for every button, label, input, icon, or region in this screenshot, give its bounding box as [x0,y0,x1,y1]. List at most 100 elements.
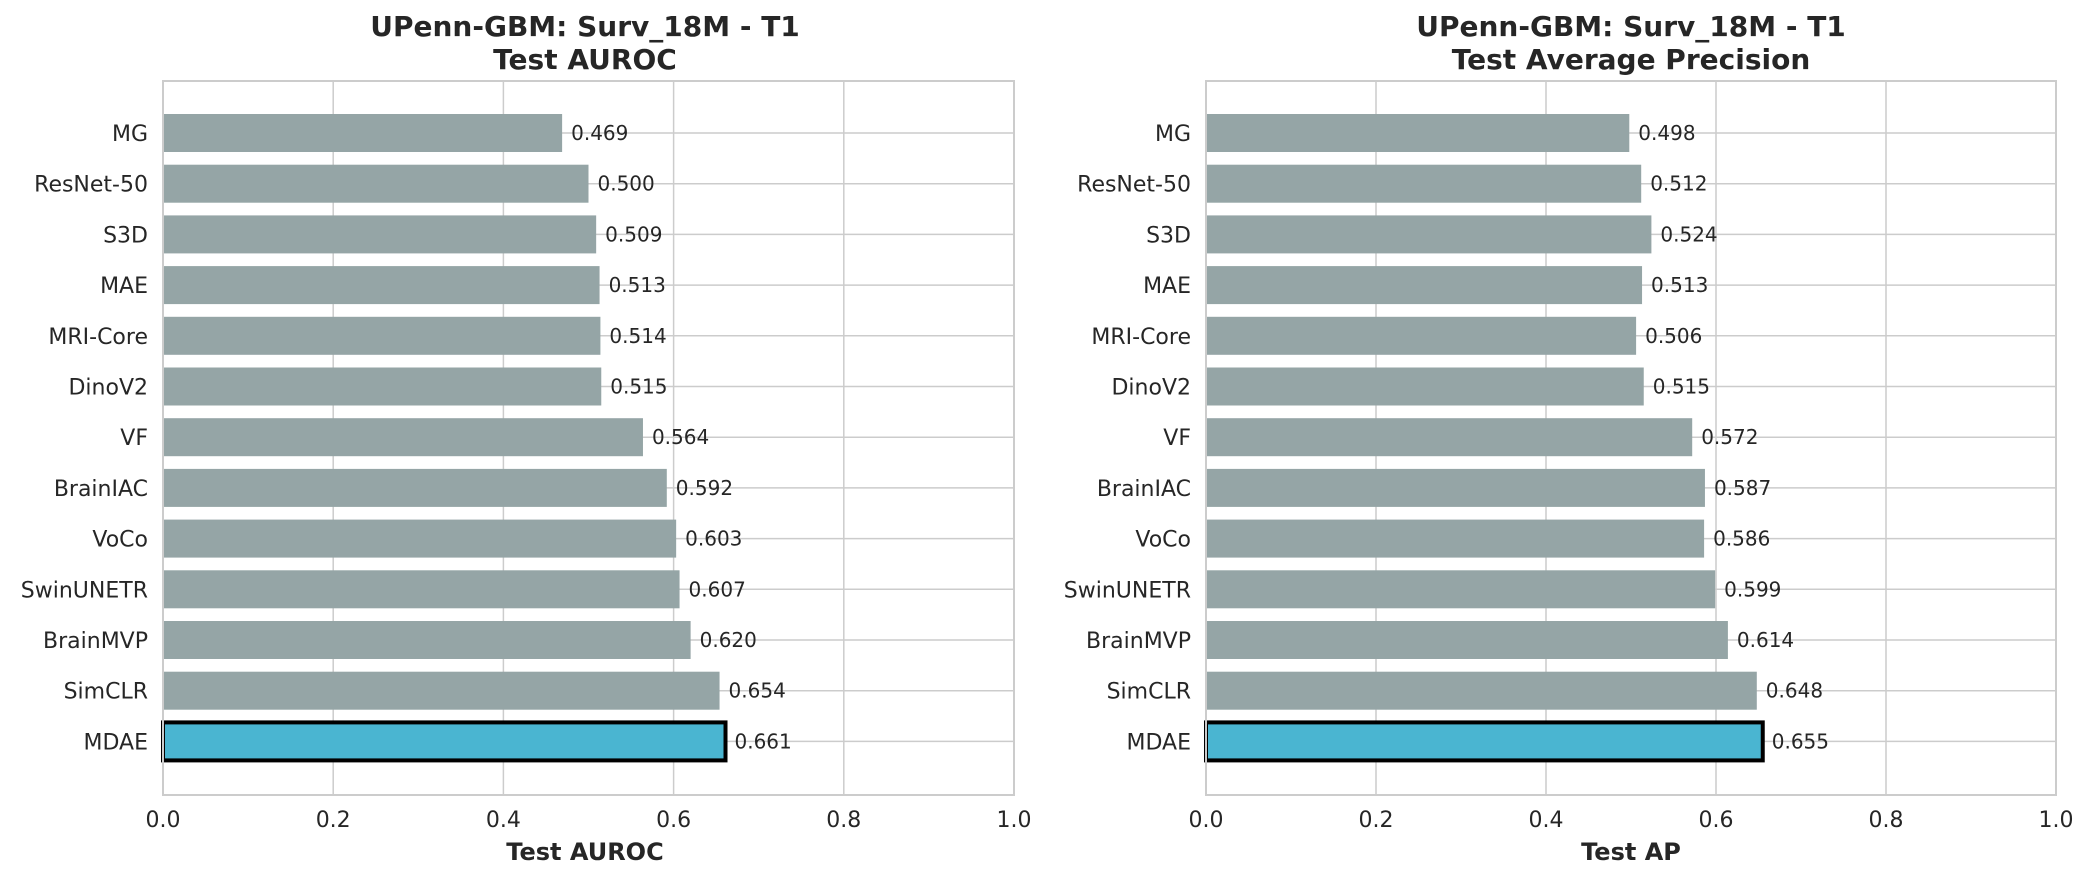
ap-category-label-7: BrainIAC [1097,477,1191,502]
auroc-value-label-12: 0.661 [735,729,792,753]
ap-category-label-3: MAE [1143,274,1191,299]
ap-value-label-2: 0.524 [1660,222,1717,246]
auroc-value-label-0: 0.469 [571,121,628,145]
ap-category-label-12: MDAE [1127,730,1192,755]
auroc-category-label-0: MG [112,122,148,147]
ap-bar-brainiac [1206,468,1705,507]
auroc-value-label-4: 0.514 [609,324,666,348]
ap-x-tick-1: 0.2 [1359,808,1394,833]
auroc-value-label-5: 0.515 [610,375,667,399]
ap-value-label-0: 0.498 [1638,121,1695,145]
ap-plot-frame [1205,80,2057,796]
ap-bar-swinunetr [1206,570,1716,609]
auroc-x-axis-title: Test AUROC [506,838,663,866]
ap-bar-dinov2 [1206,367,1644,406]
ap-value-label-8: 0.586 [1713,527,1770,551]
auroc-bar-vf [163,418,643,457]
auroc-value-label-8: 0.603 [685,527,742,551]
ap-chart-svg: UPenn-GBM: Surv_18M - T1 Test Average Pr… [1064,10,2074,866]
ap-bar-s3d [1206,215,1652,254]
ap-bar-mae [1206,266,1643,305]
ap-category-label-0: MG [1155,122,1191,147]
ap-bar-vf [1206,418,1693,457]
ap-chart: UPenn-GBM: Surv_18M - T1 Test Average Pr… [1040,0,2080,876]
ap-value-label-9: 0.599 [1724,577,1781,601]
ap-value-label-3: 0.513 [1651,273,1708,297]
ap-value-label-6: 0.572 [1701,425,1758,449]
auroc-category-label-10: BrainMVP [43,629,148,654]
auroc-bar-swinunetr [163,570,680,609]
auroc-value-label-9: 0.607 [689,577,746,601]
auroc-bar-brainiac [163,468,667,507]
auroc-bar-mae [163,266,600,305]
ap-value-label-10: 0.614 [1737,628,1794,652]
ap-value-label-1: 0.512 [1650,172,1707,196]
auroc-category-label-12: MDAE [84,730,149,755]
ap-category-label-2: S3D [1146,223,1191,248]
auroc-category-label-4: MRI-Core [48,325,148,350]
ap-category-label-4: MRI-Core [1091,325,1191,350]
ap-x-tick-3: 0.6 [1699,808,1734,833]
auroc-category-label-6: VF [120,426,148,451]
auroc-category-label-2: S3D [103,223,148,248]
ap-category-label-11: SimCLR [1107,680,1191,705]
ap-bar-resnet-50 [1206,164,1642,203]
ap-chart-title-line1: UPenn-GBM: Surv_18M - T1 [1416,10,1846,43]
ap-x-tick-5: 1.0 [2039,808,2074,833]
auroc-x-tick-5: 1.0 [997,808,1032,833]
ap-category-label-1: ResNet-50 [1077,173,1191,198]
auroc-value-label-7: 0.592 [676,476,733,500]
ap-category-label-8: VoCo [1135,528,1191,553]
auroc-plot-frame [162,80,1015,796]
ap-bar-mri-core [1206,316,1637,355]
ap-category-label-5: DinoV2 [1111,376,1191,401]
auroc-category-label-9: SwinUNETR [21,578,148,603]
auroc-value-label-6: 0.564 [652,425,709,449]
auroc-chart: UPenn-GBM: Surv_18M - T1 Test AUROC Test… [21,10,1032,866]
ap-value-label-5: 0.515 [1653,375,1710,399]
auroc-category-label-3: MAE [100,274,148,299]
auroc-value-label-2: 0.509 [605,222,662,246]
auroc-category-label-5: DinoV2 [68,376,148,401]
auroc-chart-svg: UPenn-GBM: Surv_18M - T1 Test AUROC Test… [21,10,1032,866]
auroc-x-tick-3: 0.6 [656,808,691,833]
ap-x-tick-4: 0.8 [1869,808,1904,833]
auroc-bar-mdae [161,720,728,763]
ap-chart-title-line2: Test Average Precision [1452,43,1811,76]
auroc-category-label-7: BrainIAC [54,477,148,502]
auroc-bar-s3d [163,215,597,254]
ap-bar-mdae [1204,720,1765,763]
auroc-bar-dinov2 [163,367,602,406]
ap-value-label-11: 0.648 [1766,679,1823,703]
auroc-chart-title-line1: UPenn-GBM: Surv_18M - T1 [370,10,800,43]
ap-value-label-4: 0.506 [1645,324,1702,348]
auroc-bar-brainmvp [163,621,691,659]
auroc-x-tick-4: 0.8 [826,808,861,833]
auroc-bar-mri-core [163,316,601,355]
auroc-chart-title-line2: Test AUROC [493,43,677,76]
auroc-value-label-1: 0.500 [598,172,655,196]
ap-bar-mg [1206,114,1630,152]
auroc-value-label-3: 0.513 [609,273,666,297]
ap-value-label-12: 0.655 [1772,729,1829,753]
auroc-value-label-10: 0.620 [700,628,757,652]
ap-x-tick-2: 0.4 [1529,808,1564,833]
auroc-x-tick-1: 0.2 [316,808,351,833]
auroc-value-label-11: 0.654 [729,679,786,703]
auroc-category-label-8: VoCo [92,528,148,553]
auroc-x-tick-2: 0.4 [486,808,521,833]
auroc-bar-mg [163,114,563,152]
auroc-category-label-11: SimCLR [64,680,148,705]
ap-bar-voco [1206,519,1705,558]
ap-x-axis-title: Test AP [1581,838,1681,866]
auroc-bar-voco [163,519,677,558]
ap-category-label-6: VF [1163,426,1191,451]
ap-x-tick-0: 0.0 [1189,808,1224,833]
auroc-x-tick-0: 0.0 [146,808,181,833]
ap-bar-simclr [1206,671,1757,710]
ap-value-label-7: 0.587 [1714,476,1771,500]
ap-category-label-9: SwinUNETR [1064,578,1191,603]
ap-bar-brainmvp [1206,621,1728,659]
auroc-bar-simclr [163,671,720,710]
ap-category-label-10: BrainMVP [1086,629,1191,654]
